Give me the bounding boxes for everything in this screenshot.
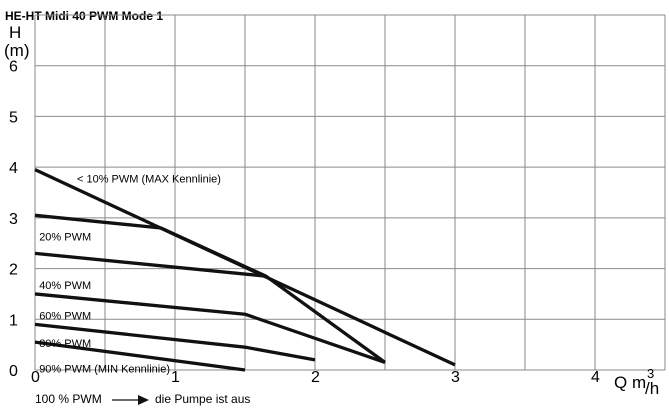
series-label: 60% PWM [39, 310, 91, 322]
series-lines [34, 168, 456, 372]
y-axis-unit: (m) [4, 41, 29, 60]
y-axis-label: H [9, 23, 21, 42]
footnote-pwm-label: 100 % PWM [35, 392, 102, 406]
series-line [34, 292, 386, 364]
series-label: 40% PWM [39, 280, 91, 292]
y-tick-label: 2 [9, 262, 18, 279]
series-line [34, 213, 267, 278]
x-tick-label: 2 [311, 369, 320, 386]
y-tick-label: 1 [9, 312, 18, 329]
y-tick-label: 6 [9, 59, 18, 76]
x-axis-label: Q m [614, 373, 646, 392]
grid [34, 14, 666, 371]
series-label: 80% PWM [39, 338, 91, 350]
series-label: < 10% PWM (MAX Kennlinie) [77, 173, 221, 185]
y-tick-label: 4 [9, 160, 18, 177]
tick-labels: 0 1 2 3 4 0 1 2 3 4 5 6 [9, 59, 600, 386]
x-tick-label: 0 [31, 369, 40, 386]
y-tick-label: 5 [9, 109, 18, 126]
arrow-right-icon [112, 395, 149, 405]
y-tick-label: 3 [9, 211, 18, 228]
x-axis-label-superscript: 3 [647, 366, 654, 381]
x-axis-label-suffix: /h [645, 379, 659, 398]
chart-title: HE-HT Midi 40 PWM Mode 1 [5, 9, 163, 23]
series-labels: < 10% PWM (MAX Kennlinie) 20% PWM 40% PWM 6… [39, 173, 221, 375]
series-label: 90% PWM (MIN Kennlinie) [39, 364, 170, 376]
footnote-pump-off: die Pumpe ist aus [155, 392, 250, 406]
x-tick-label: 3 [451, 369, 460, 386]
x-tick-label: 4 [591, 369, 600, 386]
series-line [34, 251, 386, 364]
series-label: 20% PWM [39, 232, 91, 244]
series-line [34, 340, 246, 372]
x-tick-label: 1 [171, 369, 180, 386]
series-line [34, 322, 316, 362]
y-tick-label: 0 [9, 363, 18, 380]
